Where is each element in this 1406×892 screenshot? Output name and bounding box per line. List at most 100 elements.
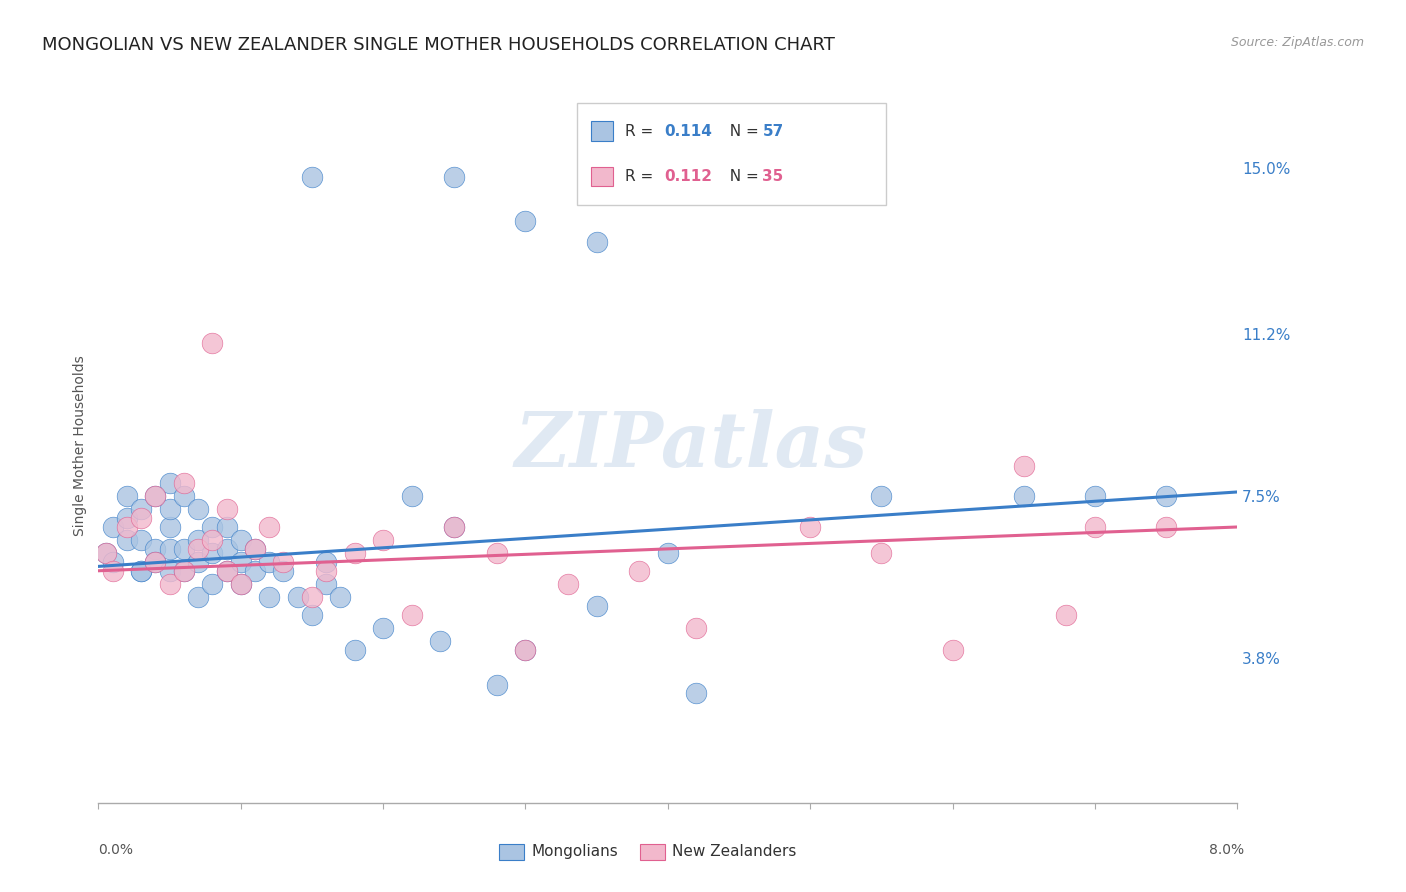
Point [159, 502, 181, 516]
Point [145, 555, 167, 569]
Point [215, 502, 238, 516]
Point [229, 577, 252, 591]
Point [94, 546, 117, 560]
Text: 8.0%: 8.0% [1209, 843, 1244, 857]
Point [229, 555, 252, 569]
Point [486, 677, 509, 691]
Text: R =: R = [624, 124, 658, 139]
Point [628, 564, 651, 578]
Point [145, 555, 167, 569]
Point [159, 564, 181, 578]
Point [443, 169, 465, 184]
Point [173, 564, 195, 578]
Point [215, 564, 238, 578]
Point [557, 577, 579, 591]
Text: R =: R = [624, 169, 658, 184]
Point [443, 520, 465, 534]
Text: 35: 35 [762, 169, 783, 184]
Point [94, 546, 117, 560]
Point [229, 577, 252, 591]
Point [115, 511, 138, 525]
Point [145, 541, 167, 556]
Point [159, 541, 181, 556]
Point [173, 564, 195, 578]
Point [187, 541, 209, 556]
Text: Source: ZipAtlas.com: Source: ZipAtlas.com [1230, 36, 1364, 49]
Point [101, 555, 124, 569]
Point [215, 520, 238, 534]
Point [373, 533, 395, 548]
Point [115, 520, 138, 534]
Y-axis label: Single Mother Households: Single Mother Households [73, 356, 87, 536]
Point [215, 564, 238, 578]
Point [401, 607, 423, 622]
Point [173, 489, 195, 503]
Point [585, 235, 607, 250]
Point [259, 520, 281, 534]
Text: 57: 57 [762, 124, 783, 139]
Point [1084, 489, 1107, 503]
Point [129, 564, 152, 578]
Text: New Zealanders: New Zealanders [672, 845, 796, 859]
Point [129, 564, 152, 578]
Point [215, 541, 238, 556]
Point [259, 555, 281, 569]
Point [301, 169, 323, 184]
Text: N =: N = [720, 124, 763, 139]
Point [173, 541, 195, 556]
Point [1154, 489, 1177, 503]
Text: N =: N = [720, 169, 763, 184]
Point [343, 546, 366, 560]
Point [1012, 458, 1035, 473]
Point [201, 520, 224, 534]
Point [942, 642, 965, 657]
Point [129, 502, 152, 516]
Point [273, 564, 295, 578]
Point [129, 511, 152, 525]
Point [201, 336, 224, 351]
Point [486, 546, 509, 560]
Point [429, 633, 451, 648]
Point [685, 686, 707, 700]
Text: ZIPatlas: ZIPatlas [515, 409, 868, 483]
Point [287, 590, 309, 604]
Point [101, 564, 124, 578]
Point [187, 590, 209, 604]
Point [585, 599, 607, 613]
Point [373, 621, 395, 635]
Point [515, 642, 537, 657]
Point [1056, 607, 1078, 622]
Point [145, 489, 167, 503]
Point [515, 213, 537, 227]
Point [1084, 520, 1107, 534]
Point [315, 564, 337, 578]
Point [799, 520, 821, 534]
Point [401, 489, 423, 503]
Point [343, 642, 366, 657]
Point [315, 577, 337, 591]
Point [115, 533, 138, 548]
Point [1012, 489, 1035, 503]
Point [259, 590, 281, 604]
Point [315, 555, 337, 569]
Point [243, 541, 266, 556]
Point [187, 533, 209, 548]
Point [187, 502, 209, 516]
Point [870, 489, 893, 503]
Point [273, 555, 295, 569]
Point [301, 607, 323, 622]
Point [201, 533, 224, 548]
Text: Mongolians: Mongolians [531, 845, 619, 859]
Point [173, 476, 195, 491]
Point [243, 564, 266, 578]
Point [187, 555, 209, 569]
Point [159, 520, 181, 534]
Point [229, 533, 252, 548]
Text: MONGOLIAN VS NEW ZEALANDER SINGLE MOTHER HOUSEHOLDS CORRELATION CHART: MONGOLIAN VS NEW ZEALANDER SINGLE MOTHER… [42, 36, 835, 54]
Point [657, 546, 679, 560]
Text: 0.0%: 0.0% [98, 843, 134, 857]
Point [329, 590, 352, 604]
Text: 0.112: 0.112 [664, 169, 711, 184]
Point [1154, 520, 1177, 534]
Point [443, 520, 465, 534]
